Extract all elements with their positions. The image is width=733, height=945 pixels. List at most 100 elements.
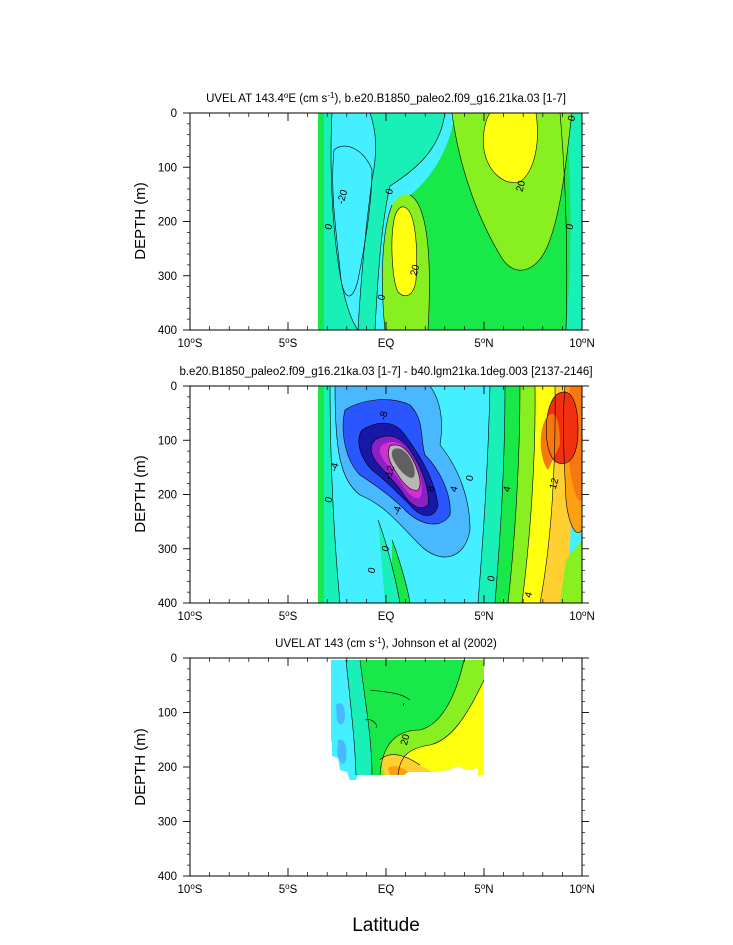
x-tick-label: 10oS bbox=[178, 609, 203, 624]
contour-label: 0 bbox=[384, 187, 396, 196]
y-tick-label: 300 bbox=[158, 544, 177, 556]
p3-field-lightblue-a bbox=[336, 703, 345, 725]
x-tick-label: EQ bbox=[378, 338, 395, 350]
panel-1-title-main: UVEL AT 143.4 bbox=[206, 93, 284, 105]
x-tick-label: 5oN bbox=[474, 882, 493, 897]
panel-1-ylabel: DEPTH (m) bbox=[132, 182, 149, 260]
p2-field-lime-corner bbox=[560, 540, 582, 603]
p2-field-aqua-bottom bbox=[378, 520, 400, 603]
panel-1-contour-fill: 0 20 0 -20 0 0 20 0 bbox=[318, 113, 582, 330]
contour-label: - bbox=[398, 701, 409, 707]
y-tick-label: 200 bbox=[158, 490, 177, 502]
panel-1: UVEL AT 143.4oE (cm s-1), b.e20.B1850_pa… bbox=[132, 91, 595, 351]
x-tick-label: 10oS bbox=[178, 336, 203, 351]
panel-3-title-main: UVEL AT 143 (cm s bbox=[275, 638, 375, 650]
contour-label: 20 bbox=[409, 263, 423, 277]
p2-contour-lines bbox=[329, 386, 582, 603]
p3-field-yellow bbox=[398, 680, 484, 775]
contour-label: -4 bbox=[329, 461, 342, 473]
panel-1-title-mid: E (cm s bbox=[288, 93, 327, 105]
p2-field-aqua-right bbox=[478, 386, 505, 603]
contour-label: -4 bbox=[391, 505, 404, 517]
p2-field-grey-dark bbox=[391, 448, 415, 478]
y-tick-label: 100 bbox=[158, 162, 177, 174]
contour-label: 12 bbox=[548, 476, 562, 490]
p1-field-aqua bbox=[318, 113, 358, 330]
p1-contour-lines bbox=[330, 113, 573, 330]
panel-1-title: UVEL AT 143.4oE (cm s-1), b.e20.B1850_pa… bbox=[206, 91, 566, 106]
y-tick-label: 200 bbox=[158, 762, 177, 774]
contour-label: 0 bbox=[366, 566, 378, 575]
x-tick-label: 5oN bbox=[474, 609, 493, 624]
panel-3-ylabel: DEPTH (m) bbox=[132, 728, 149, 806]
contour-label: 4 bbox=[523, 590, 535, 599]
x-tick-label: 5oS bbox=[279, 609, 298, 624]
contour-label: 0 bbox=[464, 474, 476, 483]
contour-label: 4 bbox=[449, 485, 461, 494]
p1-field-green-strip bbox=[318, 113, 324, 330]
contour-label: 20 bbox=[399, 733, 413, 747]
p1-field-lime-cell-upper bbox=[452, 113, 572, 271]
contour-label: 0 bbox=[380, 544, 392, 553]
contour-label: 20 bbox=[515, 179, 529, 193]
x-axis-label: Latitude bbox=[352, 915, 420, 936]
p1-field-aqua-mid bbox=[358, 113, 445, 330]
x-tick-label: 10oN bbox=[569, 336, 595, 351]
contour-label: 0 bbox=[564, 222, 576, 231]
contour-label: 4 bbox=[502, 485, 514, 494]
contour-label: 0 bbox=[323, 222, 335, 231]
panel-2-title: b.e20.B1850_paleo2.f09_g16.21ka.03 [1-7]… bbox=[179, 366, 592, 378]
y-tick-label: 0 bbox=[171, 108, 177, 120]
panel-3: UVEL AT 143 (cm s-1), Johnson et al (200… bbox=[132, 636, 595, 897]
y-tick-label: 400 bbox=[158, 325, 177, 337]
contour-label: -8 bbox=[378, 410, 391, 422]
contour-label: -20 bbox=[336, 188, 350, 205]
y-tick-label: 0 bbox=[171, 653, 177, 665]
panel-2-ylabel: DEPTH (m) bbox=[132, 455, 149, 533]
y-tick-label: 100 bbox=[158, 708, 177, 720]
p1-field-yellow-lower bbox=[391, 206, 417, 296]
p1-field-lightcyan-left bbox=[332, 146, 372, 297]
panel-3-title: UVEL AT 143 (cm s-1), Johnson et al (200… bbox=[275, 636, 497, 651]
panel-3-contour-fill: - 20 bbox=[331, 659, 485, 780]
panel-1-contour-labels: 0 20 0 -20 0 0 20 0 bbox=[323, 114, 578, 302]
x-tick-label: 5oS bbox=[279, 336, 298, 351]
x-tick-label: 10oS bbox=[178, 882, 203, 897]
contour-label: -12 bbox=[383, 464, 397, 481]
contour-label: 0 bbox=[486, 574, 498, 583]
contour-label: 0 bbox=[566, 114, 578, 123]
panel-3-title-end: ), Johnson et al (2002) bbox=[382, 638, 497, 650]
x-tick-label: 10oN bbox=[569, 882, 595, 897]
p3-field-orange bbox=[388, 766, 408, 775]
p2-field-aqua-left bbox=[324, 386, 340, 603]
panel-1-title-end: ), b.e20.B1850_paleo2.f09_g16.21ka.03 [1… bbox=[334, 93, 565, 105]
x-tick-label: EQ bbox=[378, 611, 395, 623]
panel-1-title-deg: o bbox=[284, 91, 289, 100]
panel-3-title-exp: -1 bbox=[375, 636, 383, 645]
contour-label: 0 bbox=[376, 293, 388, 302]
x-tick-label: 5oS bbox=[279, 882, 298, 897]
p3-field-lightblue-b bbox=[337, 739, 347, 764]
panel-3-axes: 10oS 5oS EQ 5oN 10oN 0 100 200 300 400 bbox=[158, 653, 595, 896]
p2-field-green-strip bbox=[318, 386, 324, 603]
panel-2-title-main: b.e20.B1850_paleo2.f09_g16.21ka.03 [1-7]… bbox=[179, 366, 592, 378]
p3-contour-lines bbox=[345, 659, 485, 776]
contour-label: 8 bbox=[425, 485, 437, 494]
panel-2: b.e20.B1850_paleo2.f09_g16.21ka.03 [1-7]… bbox=[132, 366, 595, 623]
y-tick-label: 200 bbox=[158, 217, 177, 229]
y-tick-label: 0 bbox=[171, 381, 177, 393]
y-tick-label: 300 bbox=[158, 271, 177, 283]
y-tick-label: 400 bbox=[158, 598, 177, 610]
contour-label: 0 bbox=[323, 495, 335, 504]
p1-field-yellow-upper bbox=[483, 113, 538, 183]
panel-3-contour-labels: - 20 bbox=[398, 701, 413, 746]
panel-1-title-exp: -1 bbox=[327, 91, 335, 100]
p2-field-lime-right bbox=[508, 386, 536, 603]
y-tick-label: 100 bbox=[158, 435, 177, 447]
x-tick-label: 5oN bbox=[474, 336, 493, 351]
